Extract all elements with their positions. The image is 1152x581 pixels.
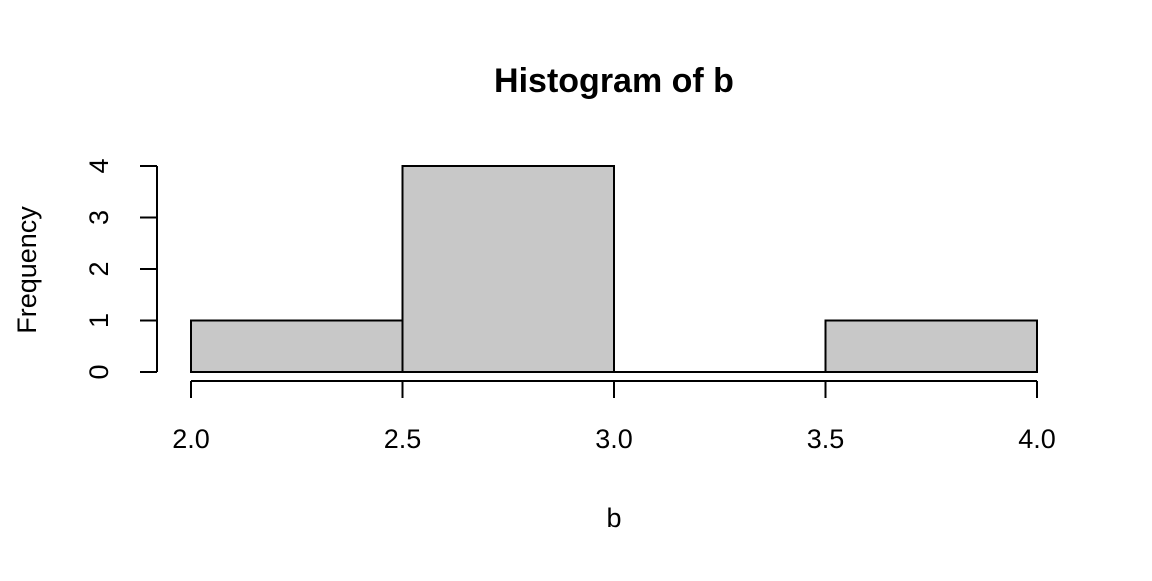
bars-group <box>190 165 1038 373</box>
y-axis: 0 1 2 3 4 <box>84 158 158 380</box>
x-tick-label: 3.5 <box>807 424 845 454</box>
x-tick-label: 4.0 <box>1018 424 1056 454</box>
x-axis-label: b <box>606 503 621 533</box>
y-tick-label: 0 <box>84 364 114 379</box>
histogram-bar-3 <box>824 319 1038 373</box>
x-tick-label: 2.0 <box>172 424 210 454</box>
chart-title: Histogram of b <box>494 62 734 100</box>
x-tick-label: 2.5 <box>384 424 422 454</box>
y-axis-label: Frequency <box>12 206 42 334</box>
histogram-bar-0 <box>190 319 404 373</box>
y-tick-label: 4 <box>84 158 114 173</box>
y-tick-label: 3 <box>84 210 114 225</box>
y-tick-label: 1 <box>84 313 114 328</box>
histogram-bar-1 <box>401 165 615 373</box>
x-axis: 2.0 2.5 3.0 3.5 4.0 <box>172 380 1056 454</box>
x-tick-label: 3.0 <box>595 424 633 454</box>
y-tick-label: 2 <box>84 261 114 276</box>
